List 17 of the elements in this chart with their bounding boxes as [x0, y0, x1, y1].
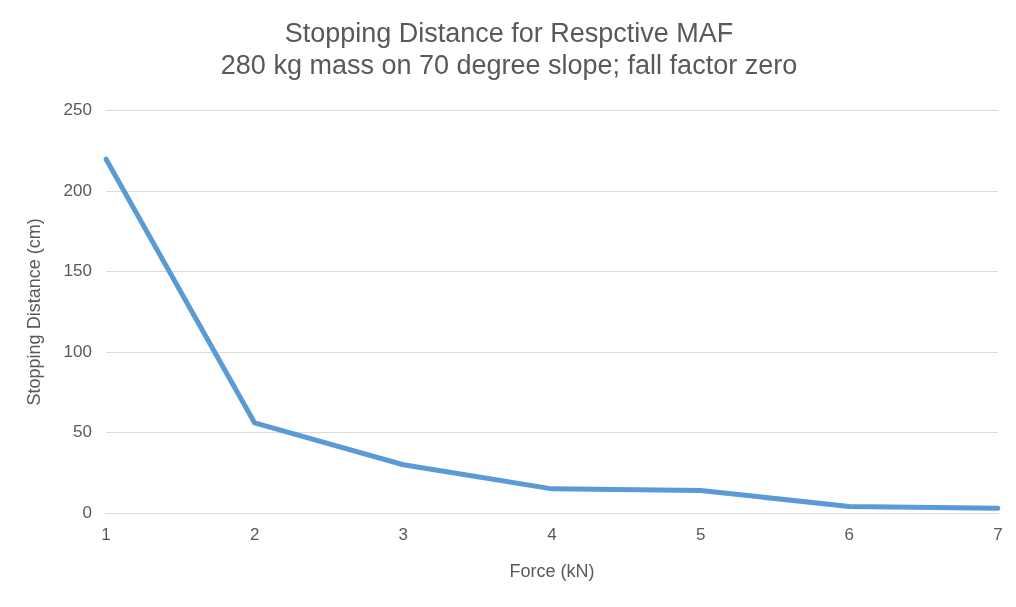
chart-title: Stopping Distance for Respctive MAF: [284, 17, 734, 48]
x-tick-label: 7: [993, 524, 1003, 544]
y-tick-label: 250: [63, 100, 92, 120]
y-axis-title: Stopping Distance (cm): [23, 218, 44, 406]
x-tick-label: 2: [249, 524, 260, 544]
x-tick-label: 4: [547, 524, 557, 544]
y-tick-label: 200: [63, 180, 92, 200]
y-tick-label: 50: [73, 422, 92, 442]
chart-subtitle: 280 kg mass on 70 degree slope; fall factor zero: [220, 50, 798, 81]
y-tick-label: 150: [63, 261, 92, 281]
x-tick-label: 6: [844, 524, 855, 544]
y-tick-label: 0: [82, 502, 92, 522]
x-axis-title: Force (kN): [509, 561, 595, 582]
x-tick-label: 1: [101, 524, 111, 544]
x-tick-label: 5: [695, 524, 706, 544]
x-tick-label: 3: [398, 524, 409, 544]
y-tick-label: 100: [63, 341, 92, 361]
